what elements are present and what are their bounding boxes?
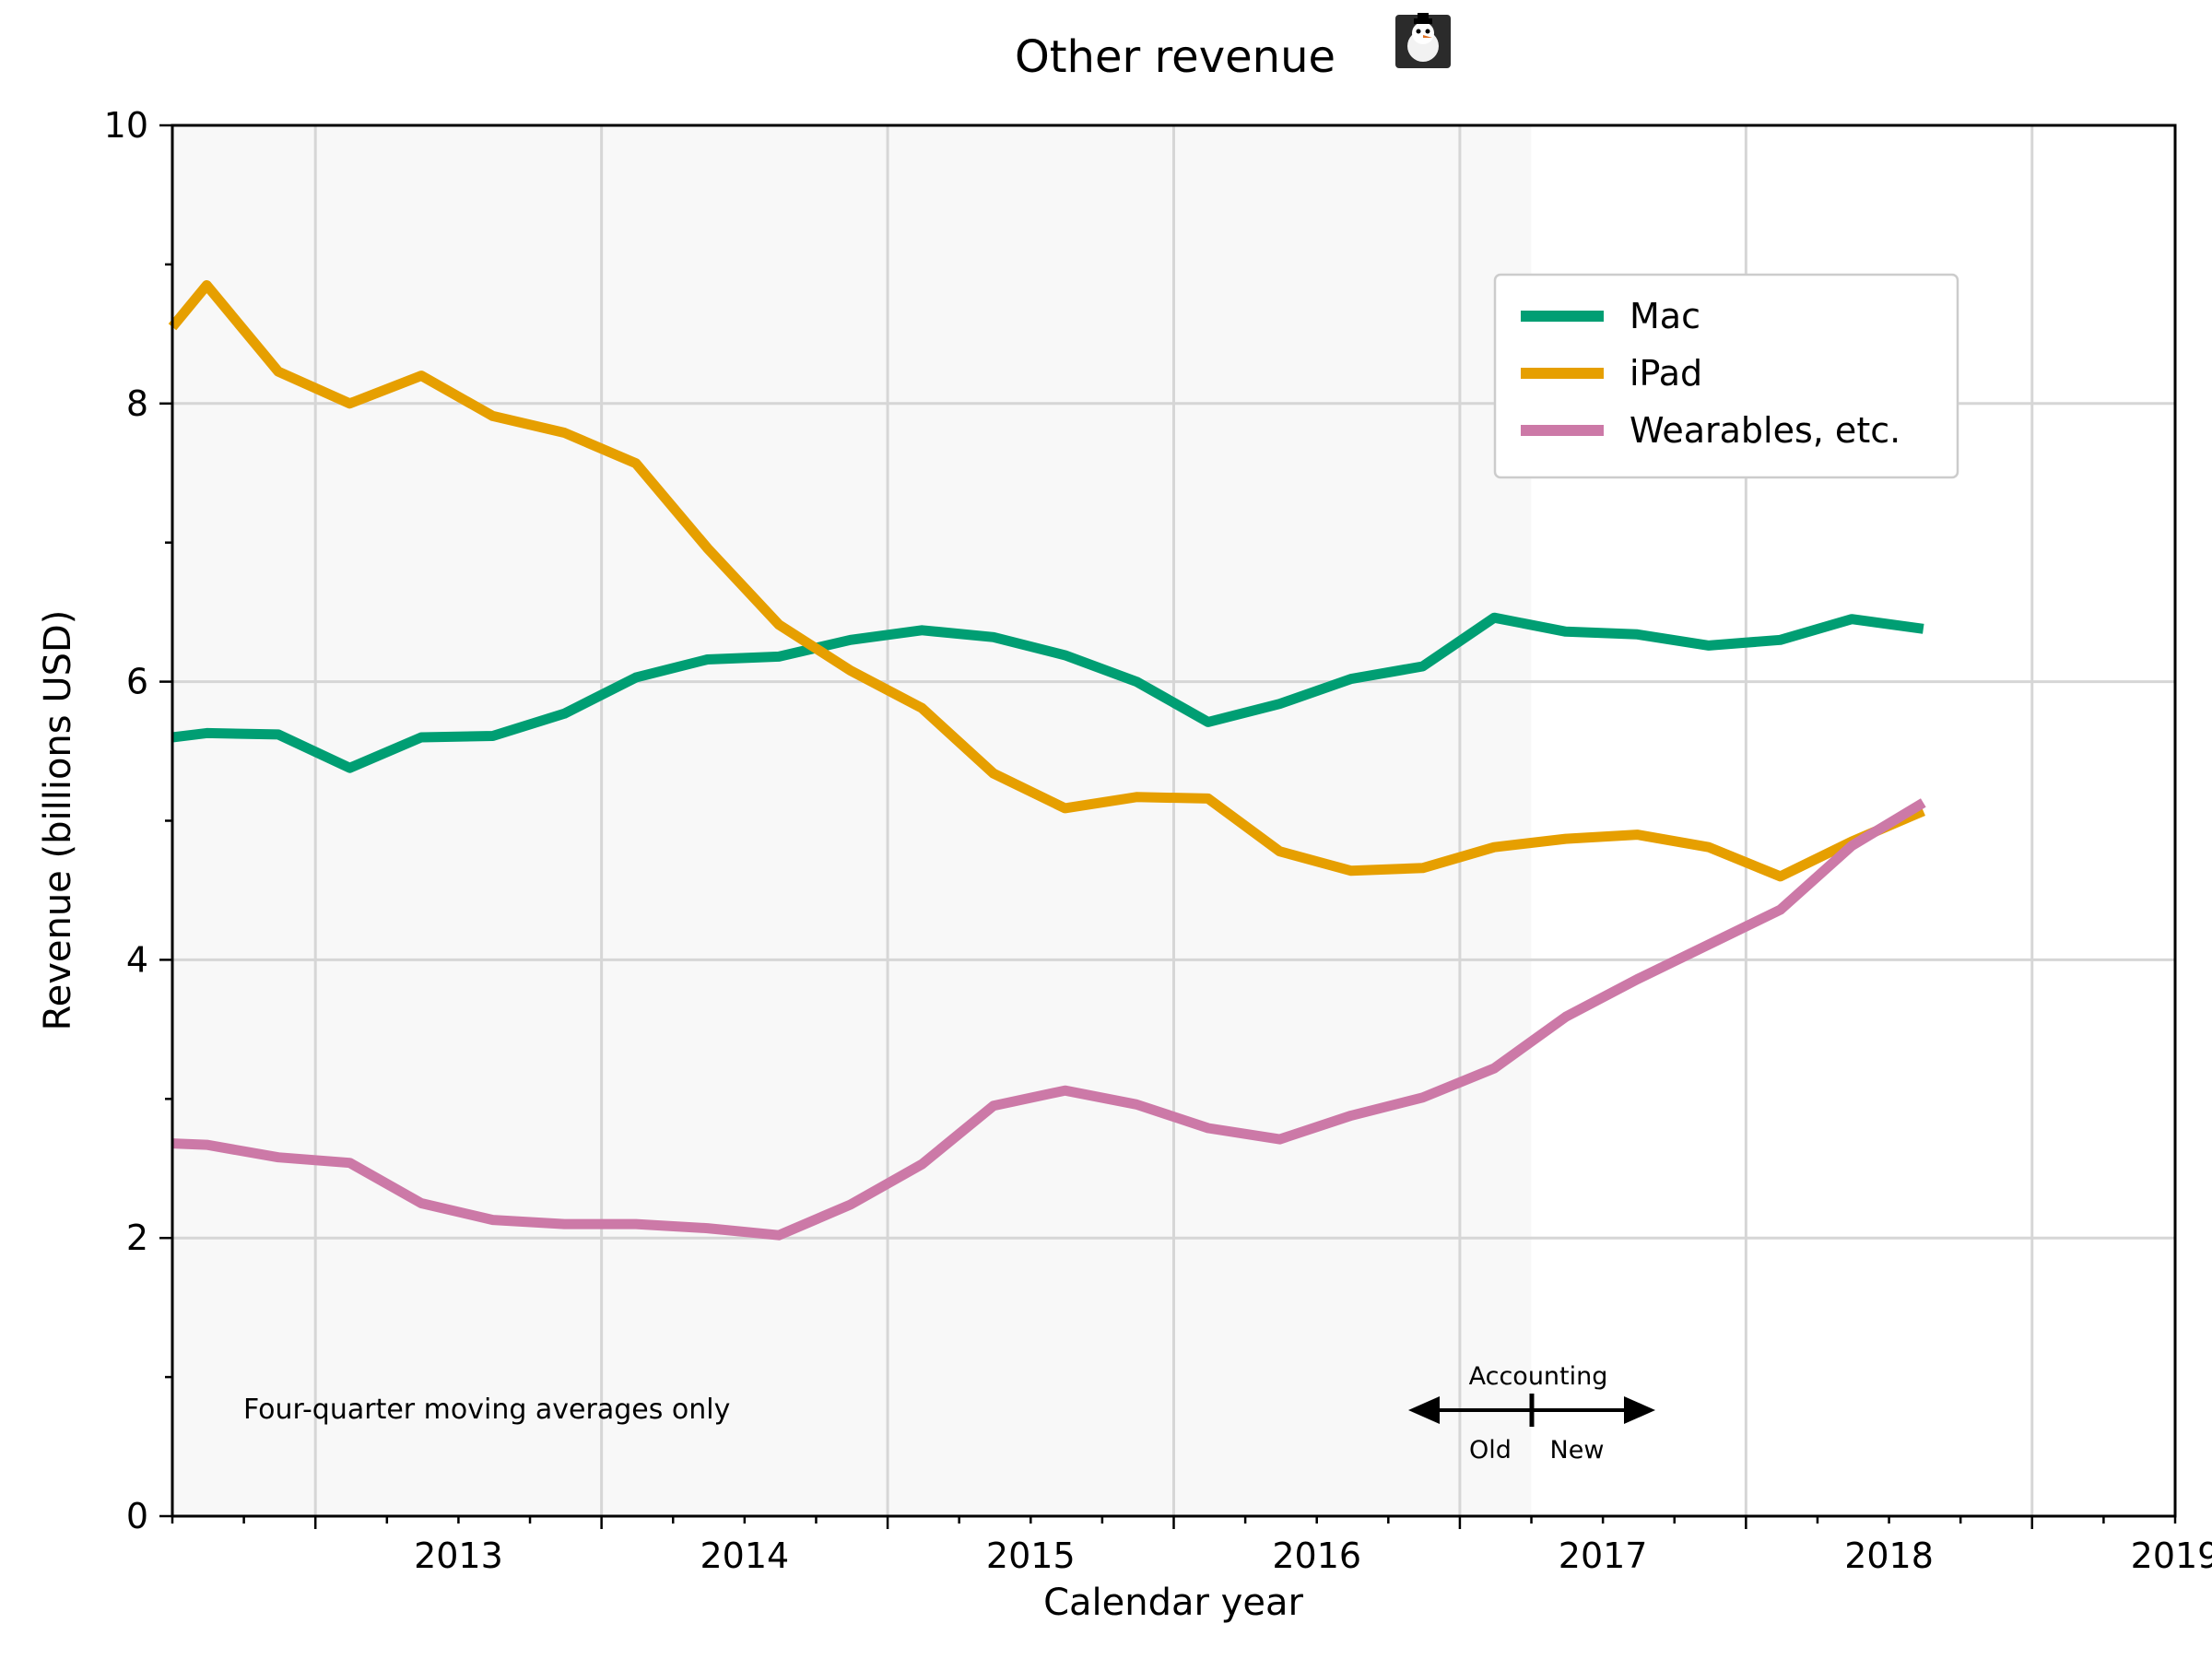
x-tick-label: 2015 [986,1535,1076,1576]
arrow-right-icon [1624,1396,1655,1424]
chart-title: Other revenue [1015,31,1335,83]
series-line-ipad [168,280,1925,882]
series-lines [168,280,1926,1241]
legend-label-mac: Mac [1630,296,1700,336]
y-tick-label: 2 [126,1218,148,1258]
accounting-new-label: New [1550,1436,1605,1465]
y-tick-label: 0 [126,1496,148,1536]
y-axis-label: Revenue (billions USD) [37,610,79,1031]
legend-box [1493,273,1959,479]
legend: Mac iPad Wearables, etc. [1493,273,1959,479]
series-line-mac [171,612,1924,773]
y-tick-label: 6 [126,662,148,702]
accounting-old-label: Old [1469,1436,1512,1465]
y-tick-label: 10 [104,105,148,146]
old-accounting-shade [172,125,1532,1516]
moving-average-note: Four-quarter moving averages only [243,1394,730,1426]
x-tick-label: 2016 [1272,1535,1361,1576]
x-tick-label: 2019 [2131,1535,2212,1576]
x-tick-label: 2017 [1559,1535,1648,1576]
arrow-left-icon [1408,1396,1440,1424]
snowman-icon [1395,13,1451,68]
axis-ticks [159,124,2177,1529]
grid [172,125,2175,1516]
x-axis-label: Calendar year [1043,1582,1303,1624]
x-tick-label: 2013 [414,1535,503,1576]
legend-label-ipad: iPad [1630,353,1702,394]
y-tick-label: 8 [126,383,148,424]
x-tick-label: 2014 [700,1535,789,1576]
accounting-label: Accounting [1469,1362,1608,1391]
x-tick-label: 2018 [1844,1535,1934,1576]
series-line-wearables [171,798,1926,1241]
accounting-change-marker: Accounting Old New [1408,1362,1655,1465]
y-tick-label: 4 [126,939,148,980]
legend-label-wearables: Wearables, etc. [1630,410,1900,451]
